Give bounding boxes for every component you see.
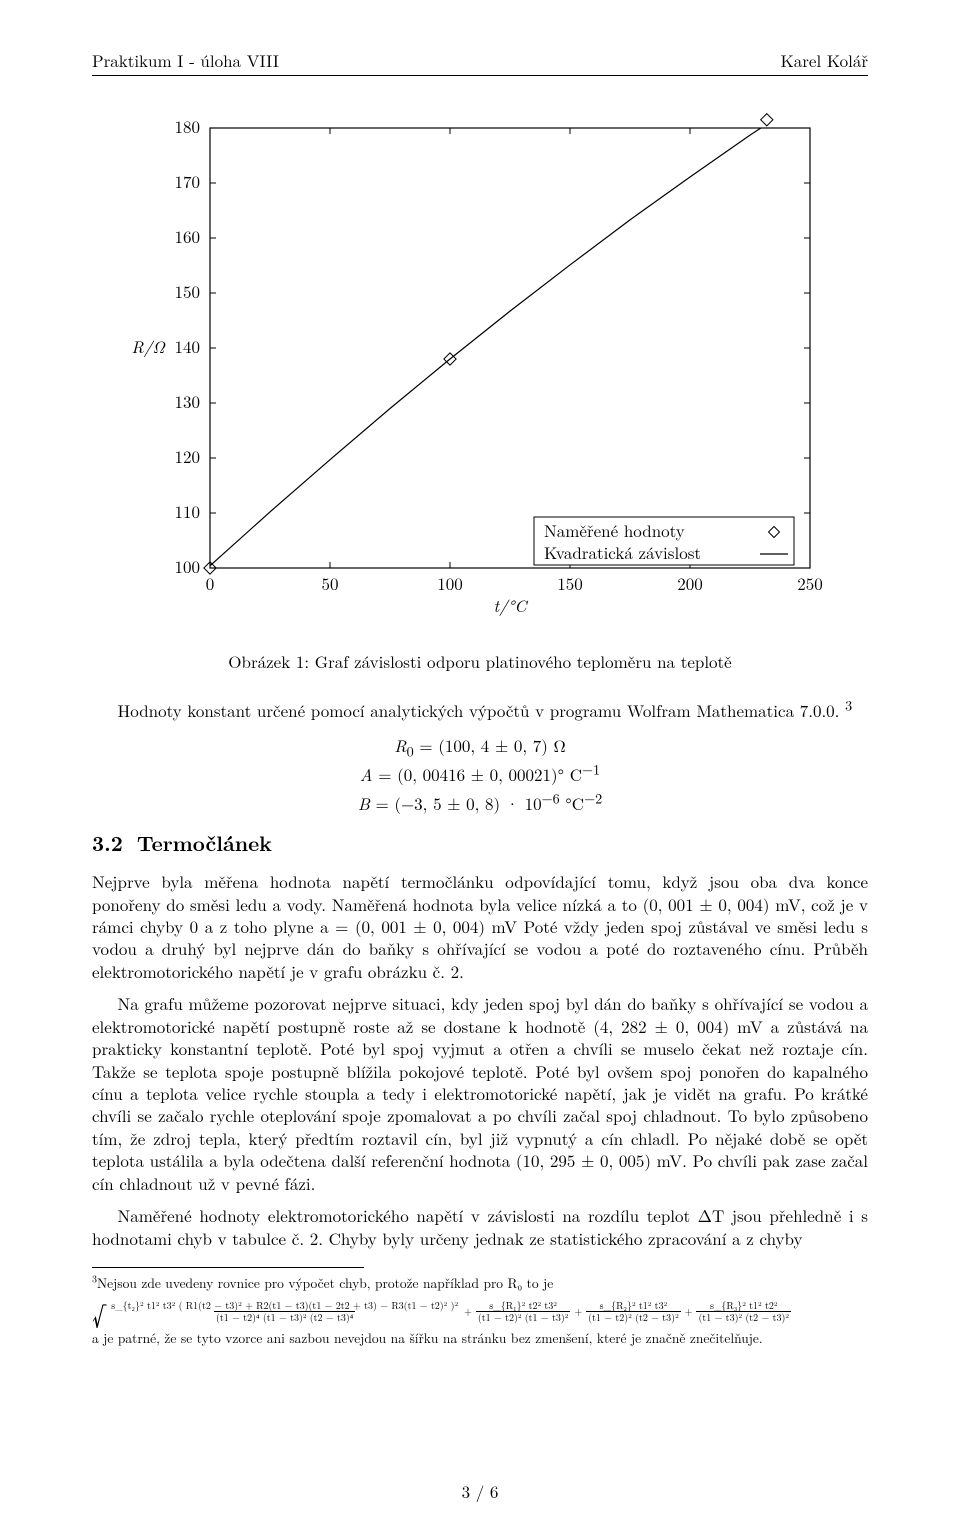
figure-1-chart: 1001101201301401501601701800501001502002… [120,110,840,635]
svg-text:130: 130 [175,389,201,413]
svg-text:160: 160 [175,224,201,248]
body-p3: Naměřené hodnoty elektromotorického napě… [92,1204,868,1249]
section-3-2-heading: 3.2 Termočlánek [92,828,868,858]
frac2-den: (t1 − t2)² (t1 − t3)² [476,1311,571,1323]
svg-text:Naměřené hodnoty: Naměřené hodnoty [544,518,685,542]
footnote-3-after: a je patrné, že se tyto vzorce ani sazbo… [92,1329,868,1347]
eq-R0: R0 = (100, 4 ± 0, 7) Ω [92,731,868,760]
footnote-text-before: Nejsou zde uvedeny rovnice pro výpočet c… [97,1273,553,1292]
page-number: 3 / 6 [0,1479,960,1503]
svg-text:180: 180 [175,114,201,138]
page-header: Praktikum I - úloha VIII Karel Kolář [92,48,868,76]
svg-text:50: 50 [322,571,339,595]
plus-3: + [685,1306,693,1318]
formula-frac-4: s_{R₃}² t1² t2² (t1 − t3)² (t2 − t3)² [696,1300,791,1323]
plus-1: + [464,1306,472,1318]
header-right: Karel Kolář [781,48,868,72]
figure-1-caption: Obrázek 1: Graf závislosti odporu platin… [92,649,868,673]
equations-block: R0 = (100, 4 ± 0, 7) Ω A = (0, 00416 ± 0… [92,731,868,818]
intro-text: Hodnoty konstant určené pomocí analytick… [118,698,846,722]
footnote-rule [92,1267,364,1268]
footnote-formula: √ s_{t₂}² t1² t3² ( R1(t2 − t3)² + R2(t1… [92,1300,868,1323]
section-title: Termočlánek [137,828,272,858]
section-number: 3.2 [92,828,123,858]
svg-text:250: 250 [797,571,823,595]
header-left: Praktikum I - úloha VIII [92,48,279,72]
frac3-den: (t1 − t2)² (t2 − t3)² [586,1311,681,1323]
svg-text:Kvadratická závislost: Kvadratická závislost [544,540,701,564]
chart-svg: 1001101201301401501601701800501001502002… [120,110,840,630]
plus-2: + [574,1306,582,1318]
svg-text:170: 170 [175,169,201,193]
svg-text:t/°C: t/°C [493,593,528,617]
frac4-den: (t1 − t3)² (t2 − t3)² [696,1311,791,1323]
svg-text:100: 100 [175,554,201,578]
formula-frac-1: s_{t₂}² t1² t3² ( R1(t2 − t3)² + R2(t1 −… [109,1300,460,1323]
svg-text:100: 100 [437,571,463,595]
eq-B: B = (−3, 5 ± 0, 8) · 10−6 °C−2 [92,789,868,818]
svg-text:150: 150 [175,279,201,303]
eq-A: A = (0, 00416 ± 0, 00021)° C−1 [92,760,868,789]
frac1-den: (t1 − t2)⁴ (t1 − t3)² (t2 − t3)⁴ [214,1311,355,1323]
footnote-3-intro: 3Nejsou zde uvedeny rovnice pro výpočet … [92,1274,868,1292]
body-p1: Nejprve byla měřena hodnota napětí termo… [92,870,868,982]
constants-intro-para: Hodnoty konstant určené pomocí analytick… [92,699,868,721]
body-p2: Na grafu můžeme pozorovat nejprve situac… [92,992,868,1194]
svg-text:R/Ω: R/Ω [131,334,165,358]
svg-text:140: 140 [175,334,201,358]
formula-frac-2: s_{R₁}² t2² t3² (t1 − t2)² (t1 − t3)² [476,1300,571,1323]
svg-text:200: 200 [677,571,703,595]
svg-text:110: 110 [175,499,201,523]
formula-frac-3: s_{R₂}² t1² t3² (t1 − t2)² (t2 − t3)² [586,1300,681,1323]
footnote-ref-3: 3 [845,695,852,715]
svg-text:120: 120 [175,444,201,468]
svg-text:150: 150 [557,571,583,595]
